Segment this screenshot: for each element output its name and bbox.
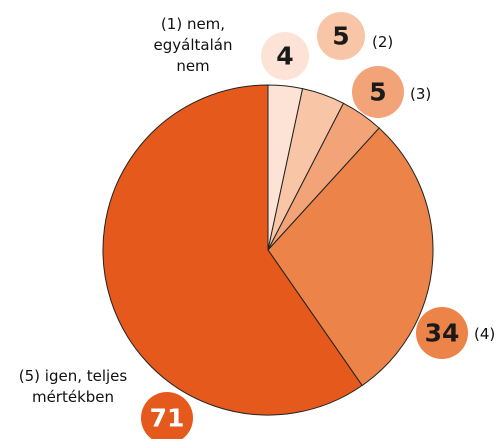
value-badge [416,307,468,359]
value-badge [352,66,404,118]
category-label: (5) igen, teljes mértékben [18,367,128,406]
value-badge [317,12,365,60]
value-badge [261,32,309,80]
pie-slice [102,84,363,416]
category-label: (4) [474,325,496,343]
value-label: 34 [425,319,460,348]
category-label: (3) [410,85,432,103]
category-label: (1) nem, egyáltalán nem [153,15,233,75]
category-label: (2) [372,33,394,51]
value-label: 5 [332,22,349,51]
value-label: 71 [150,404,185,433]
value-label: 5 [369,78,386,107]
value-label: 4 [276,42,293,71]
pie-slice [267,127,434,387]
value-badge [141,392,193,439]
